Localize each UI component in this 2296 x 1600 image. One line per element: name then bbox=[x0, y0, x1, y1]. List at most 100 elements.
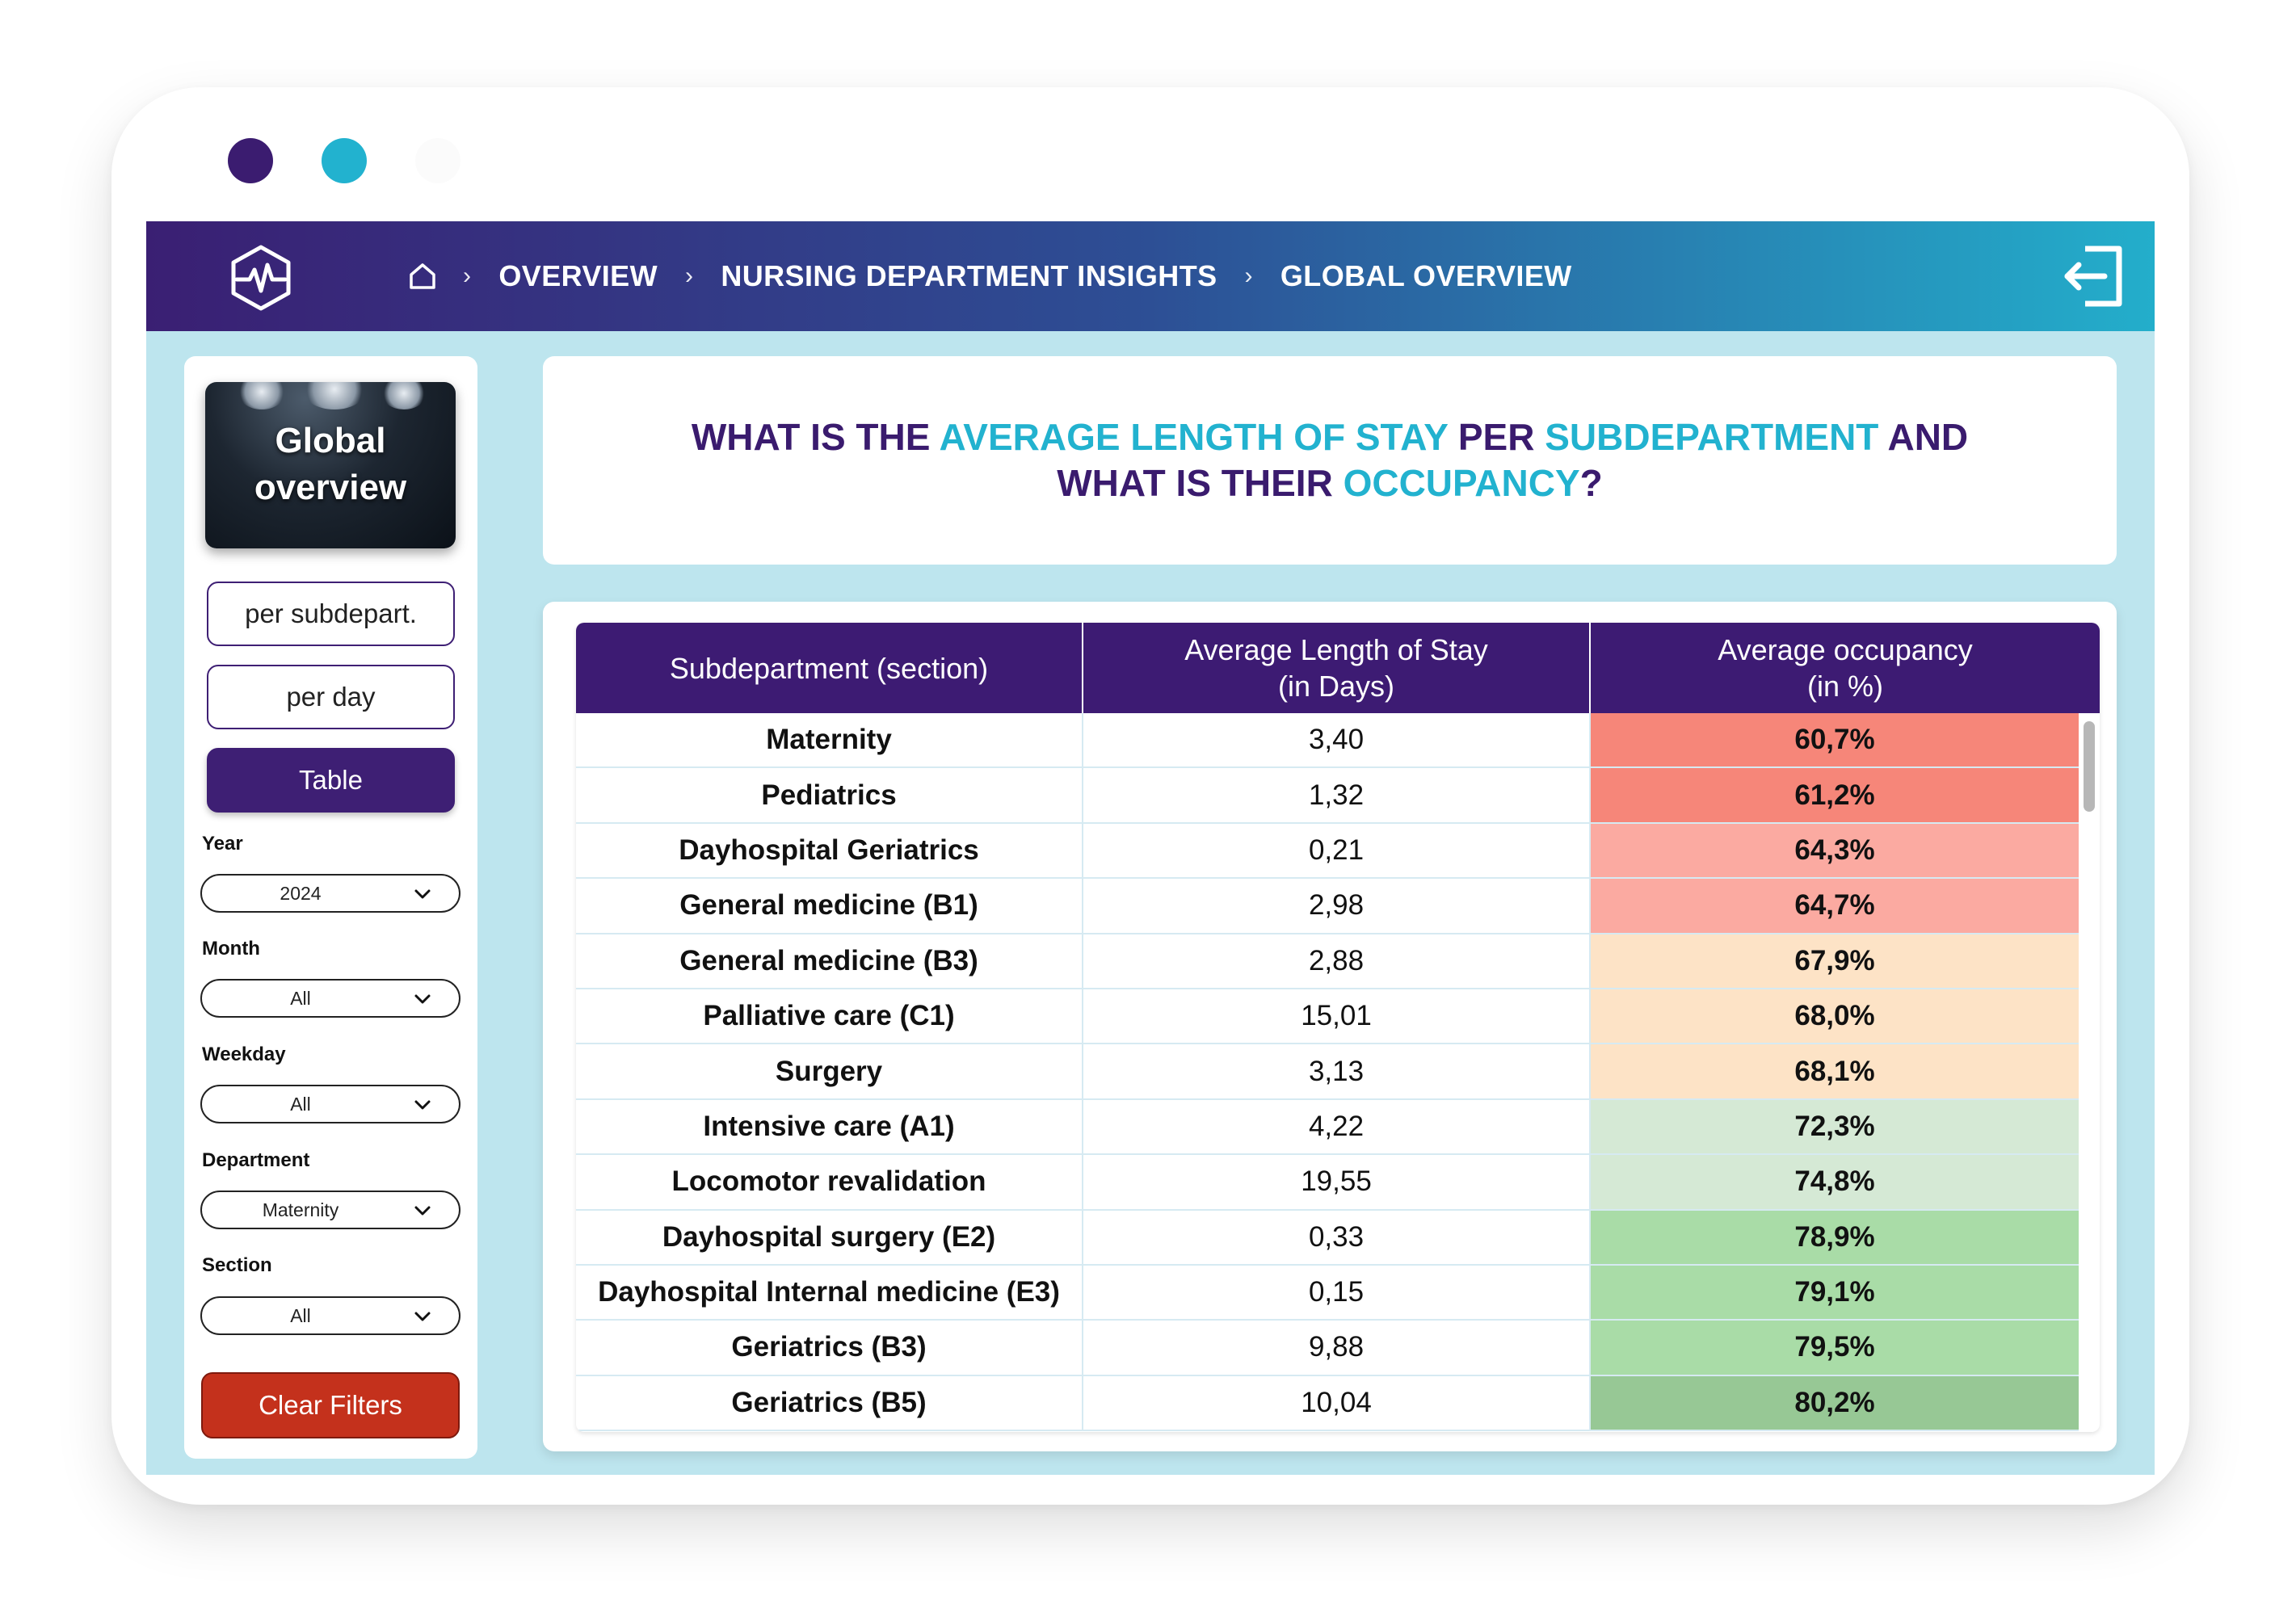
table-row[interactable]: Dayhospital surgery (E2) 0,33 78,9% bbox=[576, 1210, 2079, 1266]
hero-title-line2: overview bbox=[254, 468, 407, 507]
subdepartment-cell: Intensive care (A1) bbox=[576, 1099, 1083, 1154]
breadcrumb-global-overview[interactable]: GLOBAL OVERVIEW bbox=[1280, 259, 1572, 292]
window-dot-purple bbox=[228, 138, 273, 183]
global-overview-hero-image: Global overview bbox=[205, 382, 456, 548]
table-row[interactable]: Geriatrics (B3) 9,88 79,5% bbox=[576, 1321, 2079, 1376]
weekday-select-value: All bbox=[290, 1094, 311, 1115]
table-row[interactable]: Locomotor revalidation 19,55 74,8% bbox=[576, 1155, 2079, 1211]
chevron-right-icon: › bbox=[684, 262, 694, 289]
chevron-right-icon: › bbox=[1244, 262, 1253, 289]
table-row[interactable]: Dayhospital Geriatrics 0,21 64,3% bbox=[576, 823, 2079, 880]
table-row[interactable]: Geriatrics (B5) 10,04 80,2% bbox=[576, 1375, 2079, 1432]
average-stay-cell: 0,15 bbox=[1083, 1265, 1591, 1320]
dashboard-screen: › OVERVIEW › NURSING DEPARTMENT INSIGHTS… bbox=[146, 221, 2155, 1475]
question-line-1: WHAT IS THE AVERAGE LENGTH OF STAY PER S… bbox=[692, 414, 1968, 460]
average-stay-cell: 0,33 bbox=[1083, 1210, 1591, 1264]
department-select[interactable]: Maternity bbox=[200, 1191, 460, 1229]
breadcrumb-overview[interactable]: OVERVIEW bbox=[498, 259, 658, 292]
column-header-unit: (in %) bbox=[1806, 670, 1883, 703]
occupancy-cell: 61,2% bbox=[1591, 768, 2079, 822]
average-stay-cell: 19,55 bbox=[1083, 1155, 1591, 1209]
heart-pulse-hexagon-icon[interactable] bbox=[227, 244, 295, 312]
occupancy-cell: 60,7% bbox=[1591, 713, 2079, 767]
year-select-value: 2024 bbox=[280, 883, 322, 904]
column-header-subdepartment[interactable]: Subdepartment (section) bbox=[576, 623, 1083, 713]
table-row[interactable]: Maternity 3,40 60,7% bbox=[576, 713, 2079, 769]
table-row[interactable]: Palliative care (C1) 15,01 68,0% bbox=[576, 989, 2079, 1045]
column-header-unit: (in Days) bbox=[1277, 670, 1395, 703]
question-line-2: WHAT IS THEIR OCCUPANCY? bbox=[692, 460, 1968, 506]
clear-filters-button[interactable]: Clear Filters bbox=[201, 1372, 460, 1438]
table-row[interactable]: Intensive care (A1) 4,22 72,3% bbox=[576, 1099, 2079, 1156]
chevron-down-icon bbox=[414, 1312, 431, 1321]
question-highlight: SUBDEPARTMENT bbox=[1545, 416, 1879, 458]
department-select-value: Maternity bbox=[262, 1199, 339, 1220]
column-header-average-stay[interactable]: Average Length of Stay (in Days) bbox=[1083, 623, 1591, 713]
per-subdepartment-button[interactable]: per subdepart. bbox=[207, 582, 455, 646]
average-stay-cell: 4,22 bbox=[1083, 1099, 1591, 1154]
hero-title-line1: Global bbox=[275, 421, 386, 460]
department-filter-label: Department bbox=[202, 1149, 310, 1171]
subdepartment-cell: Dayhospital surgery (E2) bbox=[576, 1210, 1083, 1264]
breadcrumb: › OVERVIEW › NURSING DEPARTMENT INSIGHTS… bbox=[406, 221, 1572, 331]
subdepartment-cell: General medicine (B3) bbox=[576, 934, 1083, 988]
occupancy-cell: 64,7% bbox=[1591, 879, 2079, 933]
average-stay-cell: 1,32 bbox=[1083, 768, 1591, 822]
occupancy-cell: 79,1% bbox=[1591, 1265, 2079, 1320]
table-row[interactable]: Surgery 3,13 68,1% bbox=[576, 1044, 2079, 1100]
logout-icon[interactable] bbox=[2058, 242, 2129, 310]
sidebar-filters-panel: Global overview per subdepart. per day T… bbox=[184, 356, 477, 1459]
column-header-label: Average occupancy bbox=[1718, 633, 1973, 666]
section-filter-label: Section bbox=[202, 1254, 272, 1276]
section-select[interactable]: All bbox=[200, 1296, 460, 1335]
table-row[interactable]: General medicine (B1) 2,98 64,7% bbox=[576, 879, 2079, 934]
column-header-label: Average Length of Stay bbox=[1184, 633, 1488, 666]
table-card: Subdepartment (section) Average Length o… bbox=[543, 602, 2117, 1451]
chevron-down-icon bbox=[414, 889, 431, 899]
average-stay-cell: 2,88 bbox=[1083, 934, 1591, 988]
column-header-average-occupancy[interactable]: Average occupancy (in %) bbox=[1591, 623, 2100, 713]
table-row[interactable]: General medicine (B3) 2,88 67,9% bbox=[576, 934, 2079, 989]
average-stay-cell: 9,88 bbox=[1083, 1321, 1591, 1375]
question-card: WHAT IS THE AVERAGE LENGTH OF STAY PER S… bbox=[543, 356, 2117, 565]
year-filter-label: Year bbox=[202, 833, 243, 855]
weekday-select[interactable]: All bbox=[200, 1085, 460, 1123]
device-frame: › OVERVIEW › NURSING DEPARTMENT INSIGHTS… bbox=[111, 87, 2189, 1505]
occupancy-cell: 72,3% bbox=[1591, 1099, 2079, 1154]
question-text: WHAT IS THEIR bbox=[1057, 462, 1344, 504]
table-row[interactable]: Dayhospital Internal medicine (E3) 0,15 79… bbox=[576, 1265, 2079, 1321]
occupancy-table: Subdepartment (section) Average Length o… bbox=[576, 623, 2100, 1432]
average-stay-cell: 15,01 bbox=[1083, 989, 1591, 1044]
subdepartment-cell: Surgery bbox=[576, 1044, 1083, 1098]
breadcrumb-nursing-department-insights[interactable]: NURSING DEPARTMENT INSIGHTS bbox=[721, 259, 1217, 292]
average-stay-cell: 0,21 bbox=[1083, 823, 1591, 878]
month-select-value: All bbox=[290, 988, 311, 1009]
occupancy-cell: 74,8% bbox=[1591, 1155, 2079, 1209]
year-select[interactable]: 2024 bbox=[200, 874, 460, 913]
table-button[interactable]: Table bbox=[207, 748, 455, 813]
subdepartment-cell: Maternity bbox=[576, 713, 1083, 767]
per-day-button[interactable]: per day bbox=[207, 665, 455, 729]
occupancy-cell: 80,2% bbox=[1591, 1375, 2079, 1430]
average-stay-cell: 2,98 bbox=[1083, 879, 1591, 933]
subdepartment-cell: Dayhospital Geriatrics bbox=[576, 823, 1083, 878]
weekday-filter-label: Weekday bbox=[202, 1044, 286, 1065]
month-select[interactable]: All bbox=[200, 979, 460, 1018]
subdepartment-cell: Geriatrics (B3) bbox=[576, 1321, 1083, 1375]
table-row[interactable]: Pediatrics 1,32 61,2% bbox=[576, 768, 2079, 824]
table-body: Maternity 3,40 60,7% Pediatrics 1,32 61,2% Day… bbox=[576, 713, 2079, 1432]
home-icon[interactable] bbox=[406, 260, 439, 292]
table-scrollbar[interactable] bbox=[2084, 721, 2095, 812]
question-highlight: OCCUPANCY bbox=[1343, 462, 1580, 504]
question-highlight: AVERAGE LENGTH OF STAY bbox=[939, 416, 1449, 458]
occupancy-cell: 68,0% bbox=[1591, 989, 2079, 1044]
column-header-label: Subdepartment (section) bbox=[669, 651, 989, 685]
subdepartment-cell: Dayhospital Internal medicine (E3) bbox=[576, 1265, 1083, 1320]
chevron-right-icon: › bbox=[463, 262, 472, 289]
occupancy-cell: 79,5% bbox=[1591, 1321, 2079, 1375]
occupancy-cell: 67,9% bbox=[1591, 934, 2079, 988]
subdepartment-cell: General medicine (B1) bbox=[576, 879, 1083, 933]
top-navigation-bar: › OVERVIEW › NURSING DEPARTMENT INSIGHTS… bbox=[146, 221, 2155, 331]
question-text: WHAT IS THE bbox=[691, 416, 940, 458]
section-select-value: All bbox=[290, 1305, 311, 1326]
